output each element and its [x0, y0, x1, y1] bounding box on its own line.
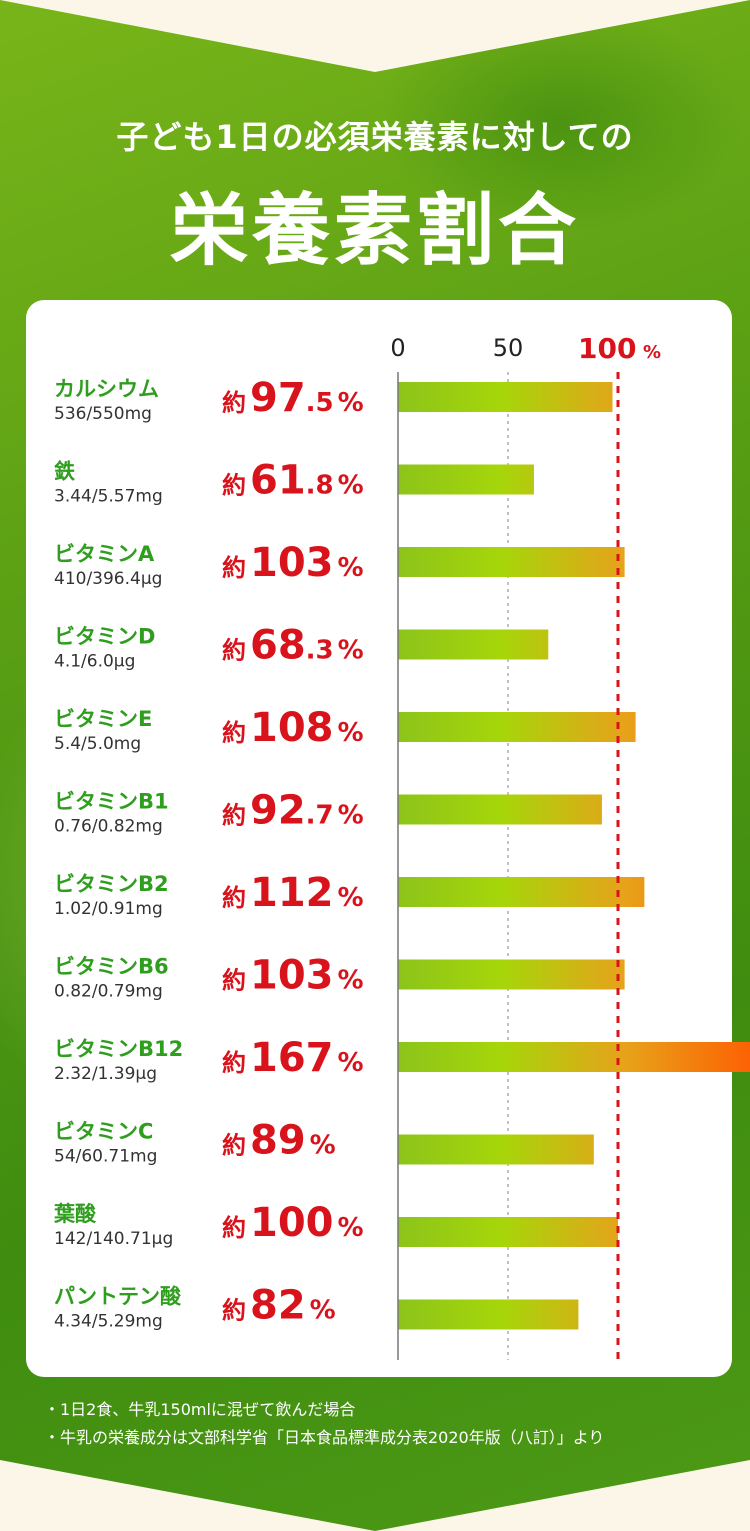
- bar-1: [398, 464, 534, 495]
- bar-6: [398, 877, 645, 907]
- bar-10: [398, 1217, 618, 1247]
- chart-card: [26, 300, 732, 1377]
- bar-3: [398, 629, 549, 660]
- axis-tick-label-100: 100: [578, 332, 636, 365]
- axis-tick-label-50: 50: [493, 334, 524, 362]
- footnote-2: ・牛乳の栄養成分は文部科学省「日本食品標準成分表2020年版（八訂）」より: [44, 1428, 605, 1447]
- percentage-label: 約 97.5%: [222, 375, 364, 421]
- nutrient-amount: 142/140.71μg: [54, 1229, 173, 1249]
- nutrient-amount: 5.4/5.0mg: [54, 734, 141, 754]
- percentage-label: 約 100%: [222, 1200, 364, 1246]
- percentage-label: 約 68.3%: [222, 623, 364, 669]
- header-subtitle: 子ども1日の必須栄養素に対しての: [116, 118, 634, 156]
- bar-9: [398, 1134, 594, 1165]
- nutrient-amount: 0.82/0.79mg: [54, 982, 163, 1002]
- footnote-1: ・1日2食、牛乳150mlに混ぜて飲んだ場合: [44, 1400, 356, 1419]
- nutrient-amount: 536/550mg: [54, 404, 152, 424]
- percentage-label: 約 61.8%: [222, 458, 364, 504]
- nutrient-name: ビタミンB12: [54, 1037, 183, 1061]
- nutrient-amount: 4.1/6.0μg: [54, 652, 135, 672]
- percentage-label: 約 82%: [222, 1283, 336, 1329]
- bar-4: [398, 712, 636, 742]
- nutrient-name: ビタミンC: [54, 1120, 153, 1144]
- nutrient-name: ビタミンA: [54, 542, 155, 566]
- nutrient-name: ビタミンB2: [54, 872, 169, 896]
- nutrient-amount: 410/396.4μg: [54, 569, 162, 589]
- axis-tick-label-0: 0: [390, 334, 405, 362]
- nutrient-name: ビタミンB1: [54, 790, 169, 814]
- bar-7: [398, 959, 625, 990]
- nutrient-amount: 4.34/5.29mg: [54, 1312, 163, 1332]
- nutrient-name: パントテン酸: [54, 1285, 182, 1309]
- nutrient-name: ビタミンB6: [54, 955, 169, 979]
- bar-8: [398, 1042, 750, 1072]
- nutrient-name: 葉酸: [53, 1202, 97, 1226]
- percentage-label: 約 103%: [222, 540, 364, 586]
- nutrient-amount: 0.76/0.82mg: [54, 817, 163, 837]
- axis-tick-unit: %: [643, 342, 661, 363]
- nutrient-amount: 3.44/5.57mg: [54, 487, 163, 507]
- nutrient-amount: 2.32/1.39μg: [54, 1064, 157, 1084]
- header-title: 栄養素割合: [169, 186, 580, 276]
- bar-5: [398, 794, 602, 825]
- percentage-label: 約 112%: [222, 870, 364, 916]
- nutrient-amount: 1.02/0.91mg: [54, 899, 163, 919]
- percentage-label: 約 92.7%: [222, 788, 364, 834]
- nutrient-name: 鉄: [54, 460, 75, 484]
- nutrient-amount: 54/60.71mg: [54, 1147, 157, 1167]
- bar-0: [398, 382, 613, 412]
- percentage-label: 約 89%: [222, 1118, 336, 1164]
- nutrient-name: カルシウム: [54, 377, 159, 401]
- bar-2: [398, 547, 625, 577]
- percentage-label: 約 103%: [222, 953, 364, 999]
- nutrient-name: ビタミンD: [54, 625, 155, 649]
- percentage-label: 約 167%: [222, 1035, 364, 1081]
- bar-11: [398, 1299, 579, 1330]
- nutrient-name: ビタミンE: [54, 707, 152, 731]
- percentage-label: 約 108%: [222, 705, 364, 751]
